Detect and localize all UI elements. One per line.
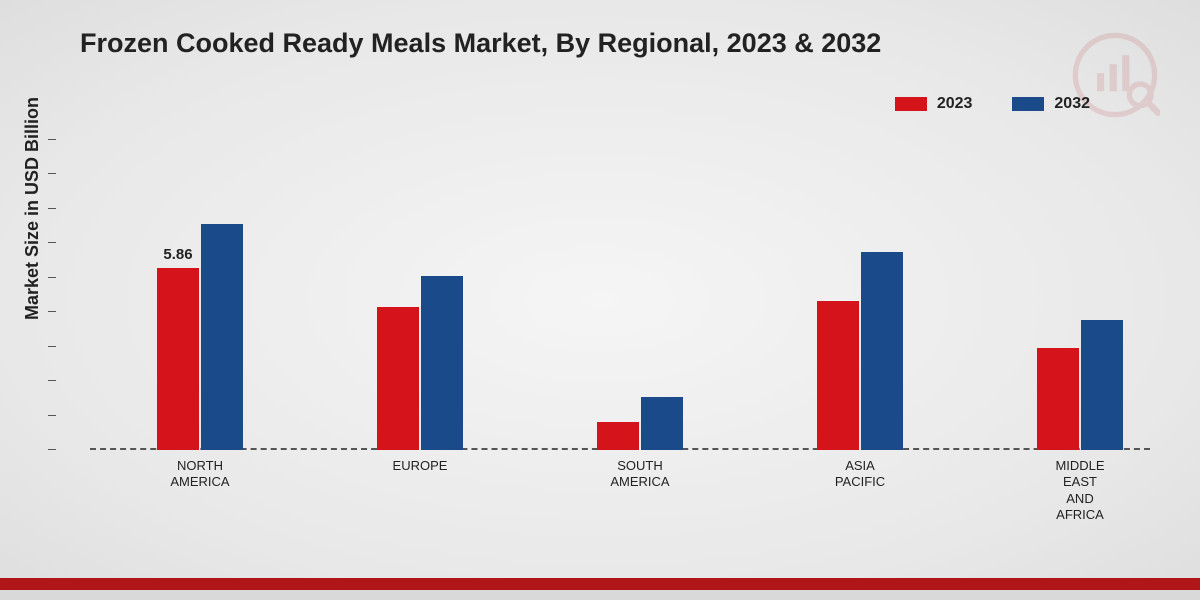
legend-swatch-2032 bbox=[1012, 97, 1044, 111]
bar-group bbox=[350, 276, 490, 450]
bar-value-label: 5.86 bbox=[163, 246, 192, 263]
bar-2032 bbox=[1081, 320, 1123, 450]
y-axis-ticks bbox=[48, 140, 60, 450]
bar-2023 bbox=[597, 422, 639, 450]
footer-accent-bar bbox=[0, 578, 1200, 590]
y-tick bbox=[48, 173, 56, 174]
y-tick bbox=[48, 242, 56, 243]
bar-2023 bbox=[377, 307, 419, 450]
x-axis-category-label: MIDDLEEASTANDAFRICA bbox=[1010, 458, 1150, 523]
legend-item-2023: 2023 bbox=[895, 95, 973, 113]
bar-2032 bbox=[641, 397, 683, 450]
y-tick bbox=[48, 139, 56, 140]
y-tick bbox=[48, 415, 56, 416]
x-axis-category-label: NORTHAMERICA bbox=[130, 458, 270, 491]
bar-2032 bbox=[421, 276, 463, 450]
y-tick bbox=[48, 277, 56, 278]
y-tick bbox=[48, 208, 56, 209]
y-tick bbox=[48, 449, 56, 450]
legend: 2023 2032 bbox=[895, 95, 1090, 113]
bar-group bbox=[1010, 320, 1150, 450]
bar-group bbox=[790, 252, 930, 450]
bar-2032 bbox=[201, 224, 243, 450]
bar-2023 bbox=[817, 301, 859, 450]
bar-2023 bbox=[1037, 348, 1079, 450]
x-axis-category-label: ASIAPACIFIC bbox=[790, 458, 930, 491]
y-axis-label: Market Size in USD Billion bbox=[22, 97, 43, 320]
y-tick bbox=[48, 380, 56, 381]
legend-swatch-2023 bbox=[895, 97, 927, 111]
x-axis-category-label: EUROPE bbox=[350, 458, 490, 474]
y-tick bbox=[48, 346, 56, 347]
bar-2032 bbox=[861, 252, 903, 450]
bar-group: 5.86 bbox=[130, 224, 270, 450]
bar-2023: 5.86 bbox=[157, 268, 199, 450]
x-axis-category-label: SOUTHAMERICA bbox=[570, 458, 710, 491]
legend-label-2023: 2023 bbox=[937, 95, 973, 113]
x-axis-labels: NORTHAMERICA EUROPE SOUTHAMERICA ASIAPACIFI… bbox=[90, 458, 1150, 538]
bar-group bbox=[570, 397, 710, 450]
legend-item-2032: 2032 bbox=[1012, 95, 1090, 113]
footer-light-bar bbox=[0, 590, 1200, 600]
y-tick bbox=[48, 311, 56, 312]
chart-title: Frozen Cooked Ready Meals Market, By Reg… bbox=[80, 28, 881, 59]
legend-label-2032: 2032 bbox=[1054, 95, 1090, 113]
plot-area: 5.86 bbox=[90, 140, 1150, 450]
